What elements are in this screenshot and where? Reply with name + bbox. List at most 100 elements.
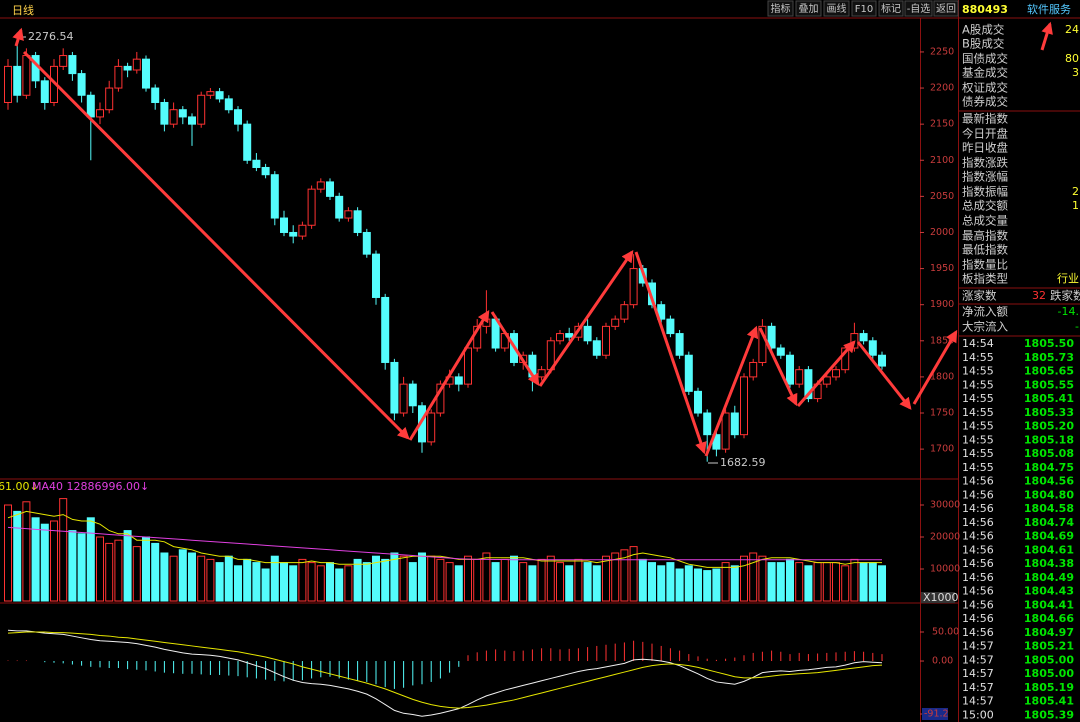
y-tick-label: 1800 xyxy=(930,371,954,382)
trade-price: 1804.75 xyxy=(1024,461,1074,474)
volume-bar xyxy=(629,546,638,602)
trade-price: 1804.69 xyxy=(1024,530,1074,543)
volume-bar xyxy=(611,552,620,602)
trade-time: 14:56 xyxy=(962,626,994,639)
volume-bar xyxy=(648,562,656,602)
volume-bar xyxy=(850,558,859,602)
candle-body xyxy=(77,73,86,96)
y-tick-label: 2000 xyxy=(930,227,954,238)
volume-bar xyxy=(528,565,537,602)
period-label[interactable]: 日线 xyxy=(12,3,34,17)
toolbar-button[interactable] xyxy=(878,0,904,17)
volume-bar xyxy=(473,558,482,602)
quote-label: 债券成交 xyxy=(962,95,1008,109)
volume-bar xyxy=(510,555,518,602)
candle-body xyxy=(611,318,620,327)
y-tick-box xyxy=(922,707,948,720)
trade-time: 14:54 xyxy=(962,337,994,350)
toolbar-button[interactable] xyxy=(795,0,822,17)
candle-body xyxy=(648,282,656,306)
toolbar-button-label: 返回 xyxy=(936,3,956,15)
trade-price: 1804.49 xyxy=(1024,571,1074,584)
trade-price: 1805.41 xyxy=(1024,392,1074,405)
stock-code: 880493 xyxy=(962,3,1008,16)
trade-time: 14:57 xyxy=(962,653,994,666)
candle-body xyxy=(105,87,114,111)
quote-value: 行业 xyxy=(1057,272,1079,285)
trade-price: 1804.43 xyxy=(1024,585,1074,598)
trade-time: 14:57 xyxy=(962,640,994,653)
quote-value: 32 xyxy=(1032,289,1046,302)
y-tick-label: 2100 xyxy=(930,155,954,166)
trade-time: 14:56 xyxy=(962,571,994,584)
toolbar-button[interactable] xyxy=(823,0,850,17)
trade-time: 14:56 xyxy=(962,557,994,570)
candle-body xyxy=(749,361,758,378)
quote-label: 板指类型 xyxy=(962,272,1008,286)
candle-body xyxy=(353,210,362,233)
toolbar-button[interactable] xyxy=(904,0,933,17)
trade-time: 14:55 xyxy=(962,351,994,364)
quote-value: 80 xyxy=(1065,52,1079,65)
candle-body xyxy=(868,340,877,356)
volume-bar xyxy=(491,562,500,602)
candle-body xyxy=(151,87,160,103)
toolbar-button-label: 指标 xyxy=(771,2,791,15)
candle-body xyxy=(730,412,739,436)
toolbar-button[interactable] xyxy=(851,0,877,17)
y-tick-label: 1750 xyxy=(930,408,954,419)
quote-label: 基金成交 xyxy=(962,66,1008,80)
y-tick-label: 2150 xyxy=(930,119,954,130)
quote-label: 今日开盘 xyxy=(962,127,1008,141)
trade-price: 1804.56 xyxy=(1024,475,1074,488)
y-tick-label: 50.00 xyxy=(932,627,959,638)
trade-time: 14:55 xyxy=(962,420,994,433)
candle-body xyxy=(620,304,629,320)
volume-bar xyxy=(546,555,555,602)
trade-price: 1804.58 xyxy=(1024,502,1074,515)
volume-bar xyxy=(868,562,877,602)
quote-label: 指数涨跌 xyxy=(962,156,1008,170)
volume-bar xyxy=(721,562,730,602)
candle-body xyxy=(197,94,206,125)
volume-bar xyxy=(703,570,712,602)
volume-bar xyxy=(197,555,206,602)
volume-bar xyxy=(298,558,307,602)
volume-bar xyxy=(684,565,693,602)
toolbar-button[interactable] xyxy=(933,0,959,17)
candle-body xyxy=(261,166,270,176)
candle-body xyxy=(602,325,610,356)
trade-price: 1804.80 xyxy=(1024,488,1074,501)
y-tick-label: 30000 xyxy=(930,500,960,511)
candle-body xyxy=(565,333,574,338)
toolbar-button-label: 标记 xyxy=(881,3,901,15)
candle-body xyxy=(703,412,712,436)
candle-body xyxy=(252,159,261,168)
candle-body xyxy=(795,369,804,385)
candle-body xyxy=(4,65,12,103)
volume-bar xyxy=(822,562,831,602)
candle-body xyxy=(629,268,638,306)
volume-bar xyxy=(22,501,31,602)
volume-bar xyxy=(666,562,675,602)
candle-body xyxy=(592,340,601,356)
candle-body xyxy=(832,369,840,378)
volume-bar xyxy=(592,565,601,602)
unit-box xyxy=(921,592,955,603)
volume-bar xyxy=(381,558,390,602)
toolbar-button[interactable] xyxy=(767,0,794,17)
candle-body xyxy=(298,224,307,237)
volume-bar xyxy=(50,520,58,602)
volume-bar xyxy=(160,552,169,602)
trade-price: 1805.00 xyxy=(1024,667,1074,680)
trade-time: 14:55 xyxy=(962,392,994,405)
indicator-value: 61.00↓ xyxy=(0,480,39,493)
trade-price: 1804.61 xyxy=(1024,543,1074,556)
volume-bar xyxy=(878,565,886,602)
y-tick-label: 2200 xyxy=(930,83,954,94)
volume-bar xyxy=(335,568,344,602)
y-tick-label: 2250 xyxy=(930,46,954,57)
volume-bar xyxy=(307,562,316,602)
trade-price: 1805.50 xyxy=(1024,337,1074,350)
volume-bar xyxy=(316,565,325,602)
